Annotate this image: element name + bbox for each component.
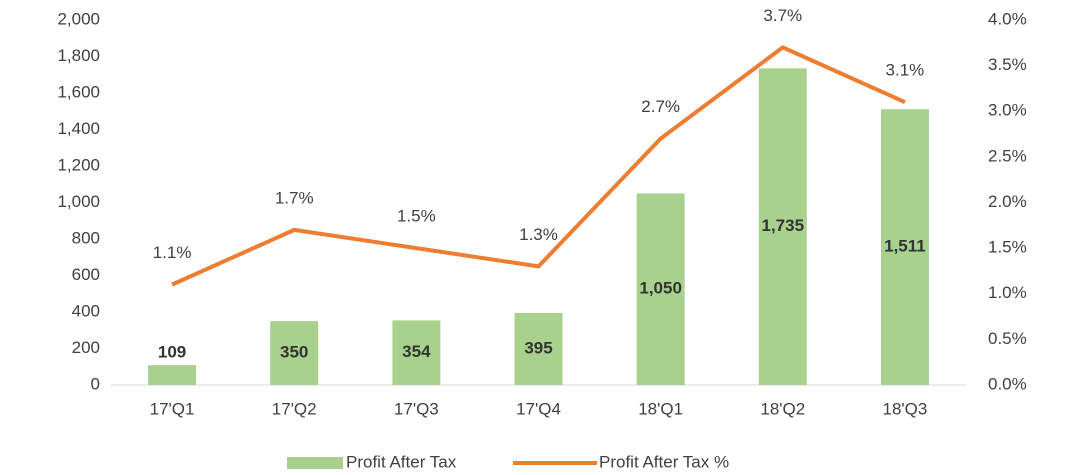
y-tick-label: 1,800 (57, 46, 100, 65)
bar-value-label: 350 (280, 342, 308, 361)
y2-tick-label: 2.5% (988, 146, 1027, 165)
line-value-label: 2.7% (641, 97, 680, 116)
bar-value-label: 1,735 (762, 216, 805, 235)
bar-value-label: 354 (402, 342, 431, 361)
x-tick-label: 17'Q4 (516, 399, 561, 418)
line-value-label: 1.3% (519, 225, 558, 244)
x-tick-label: 18'Q3 (883, 399, 928, 418)
legend-label: Profit After Tax (346, 452, 457, 471)
legend-label: Profit After Tax % (599, 452, 729, 471)
x-tick-label: 18'Q2 (760, 399, 805, 418)
y-tick-label: 400 (72, 301, 100, 320)
bar (636, 193, 685, 385)
y2-tick-label: 4.0% (988, 9, 1027, 28)
y-tick-label: 800 (72, 228, 100, 247)
line-value-label: 3.7% (763, 6, 802, 25)
y2-tick-label: 0.5% (988, 329, 1027, 348)
y-tick-label: 1,200 (57, 155, 100, 174)
line-value-label: 3.1% (886, 61, 925, 80)
legend-swatch (287, 457, 343, 469)
y2-tick-label: 1.0% (988, 283, 1027, 302)
bar (148, 365, 197, 385)
line-value-label: 1.1% (153, 243, 192, 262)
y2-tick-label: 0.0% (988, 374, 1027, 393)
bar (514, 312, 563, 385)
y-tick-label: 1,000 (57, 192, 100, 211)
bar (880, 109, 929, 386)
y-tick-label: 200 (72, 338, 100, 357)
x-tick-label: 17'Q2 (272, 399, 317, 418)
y2-tick-label: 2.0% (988, 192, 1027, 211)
y2-tick-label: 3.0% (988, 101, 1027, 120)
line-value-label: 1.7% (275, 188, 314, 207)
y2-tick-label: 1.5% (988, 238, 1027, 257)
y-tick-label: 1,600 (57, 82, 100, 101)
y-tick-label: 600 (72, 265, 100, 284)
bar (270, 321, 319, 385)
line (171, 45, 906, 287)
x-tick-label: 17'Q3 (394, 399, 439, 418)
x-tick-label: 17'Q1 (150, 399, 195, 418)
bar (392, 320, 441, 385)
bar-value-label: 395 (524, 338, 552, 357)
y2-tick-label: 3.5% (988, 55, 1027, 74)
x-tick-label: 18'Q1 (638, 399, 683, 418)
y-tick-label: 1,400 (57, 119, 100, 138)
y-tick-label: 0 (91, 374, 100, 393)
line-value-label: 1.5% (397, 207, 436, 226)
bar-value-label: 1,511 (884, 237, 926, 256)
bar-value-label: 1,050 (639, 279, 682, 298)
bar (758, 68, 807, 386)
y-tick-label: 2,000 (57, 9, 100, 28)
bar-value-label: 109 (158, 342, 186, 361)
